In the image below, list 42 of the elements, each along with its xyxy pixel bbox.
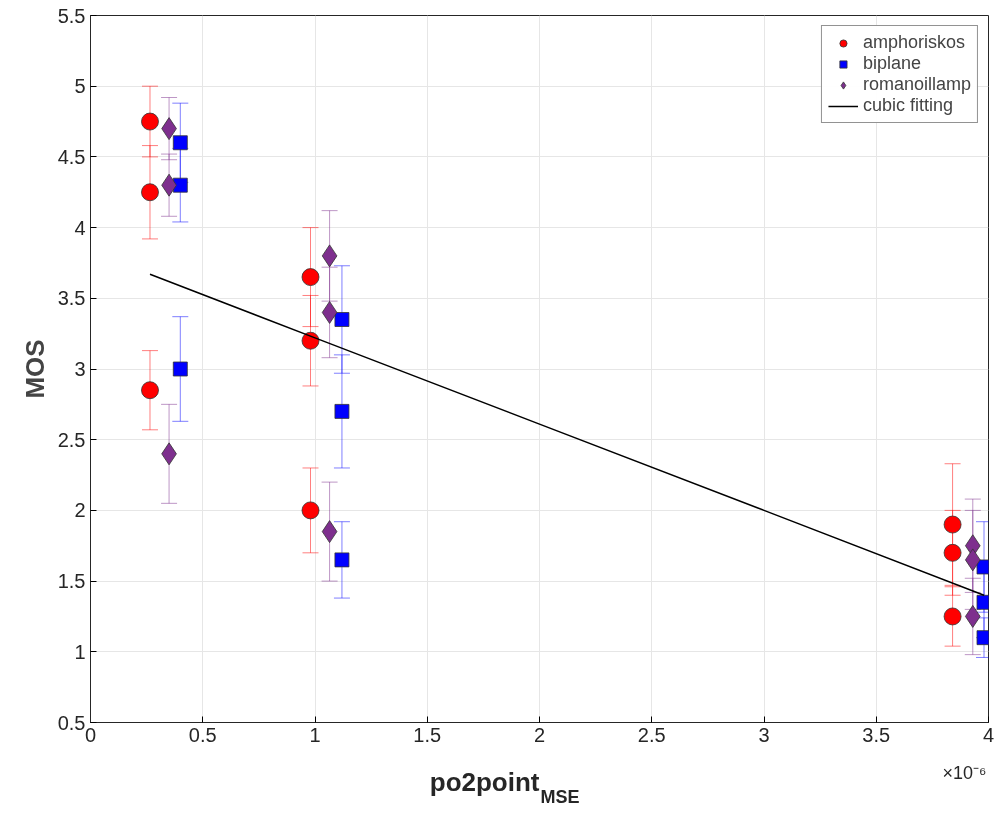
point <box>321 520 338 544</box>
point <box>321 244 338 268</box>
text: ×10⁻⁶ <box>942 763 987 784</box>
point <box>172 361 188 377</box>
legend-label: biplane <box>862 53 922 74</box>
x-tick-label: 0.5 <box>188 723 217 746</box>
x-tick-label: 2 <box>533 723 546 746</box>
y-axis-title: MOS <box>19 339 50 399</box>
x-tick-label: 1 <box>309 723 321 746</box>
y-tick-label: 3 <box>74 358 86 380</box>
point <box>334 552 350 568</box>
point <box>141 381 159 400</box>
y-tick-label: 5.5 <box>57 4 86 27</box>
point <box>943 543 962 562</box>
x-tick-label: 3 <box>758 723 770 746</box>
legend-label: cubic fitting <box>862 95 953 116</box>
legend-label: amphoriskos <box>862 32 965 53</box>
y-tick-label: 4 <box>74 216 86 239</box>
y-tick-label: 1 <box>74 640 86 663</box>
point <box>334 404 350 419</box>
y-tick-label: 2.5 <box>57 428 86 451</box>
y-tick-label: 4.5 <box>57 145 86 168</box>
point <box>943 607 962 626</box>
point <box>301 501 320 520</box>
point <box>943 515 962 534</box>
x-tick-label: 4 <box>982 723 995 746</box>
point <box>334 312 350 327</box>
x-tick-label: 2.5 <box>637 723 666 746</box>
point <box>141 183 159 202</box>
y-tick-label: 1.5 <box>57 570 86 593</box>
point <box>301 331 320 350</box>
legend-label: romanoillamp <box>862 74 971 95</box>
y-tick-label: 3.5 <box>57 287 86 310</box>
point <box>172 135 188 151</box>
x-tick-label: 3.5 <box>862 723 891 746</box>
y-tick-label: 5 <box>74 75 86 98</box>
point <box>141 112 159 131</box>
point <box>321 301 338 324</box>
x-tick-label: 1.5 <box>413 723 442 746</box>
y-tick-label: 2 <box>74 499 86 522</box>
point <box>301 268 320 286</box>
x-tick-label: 0 <box>84 723 97 746</box>
